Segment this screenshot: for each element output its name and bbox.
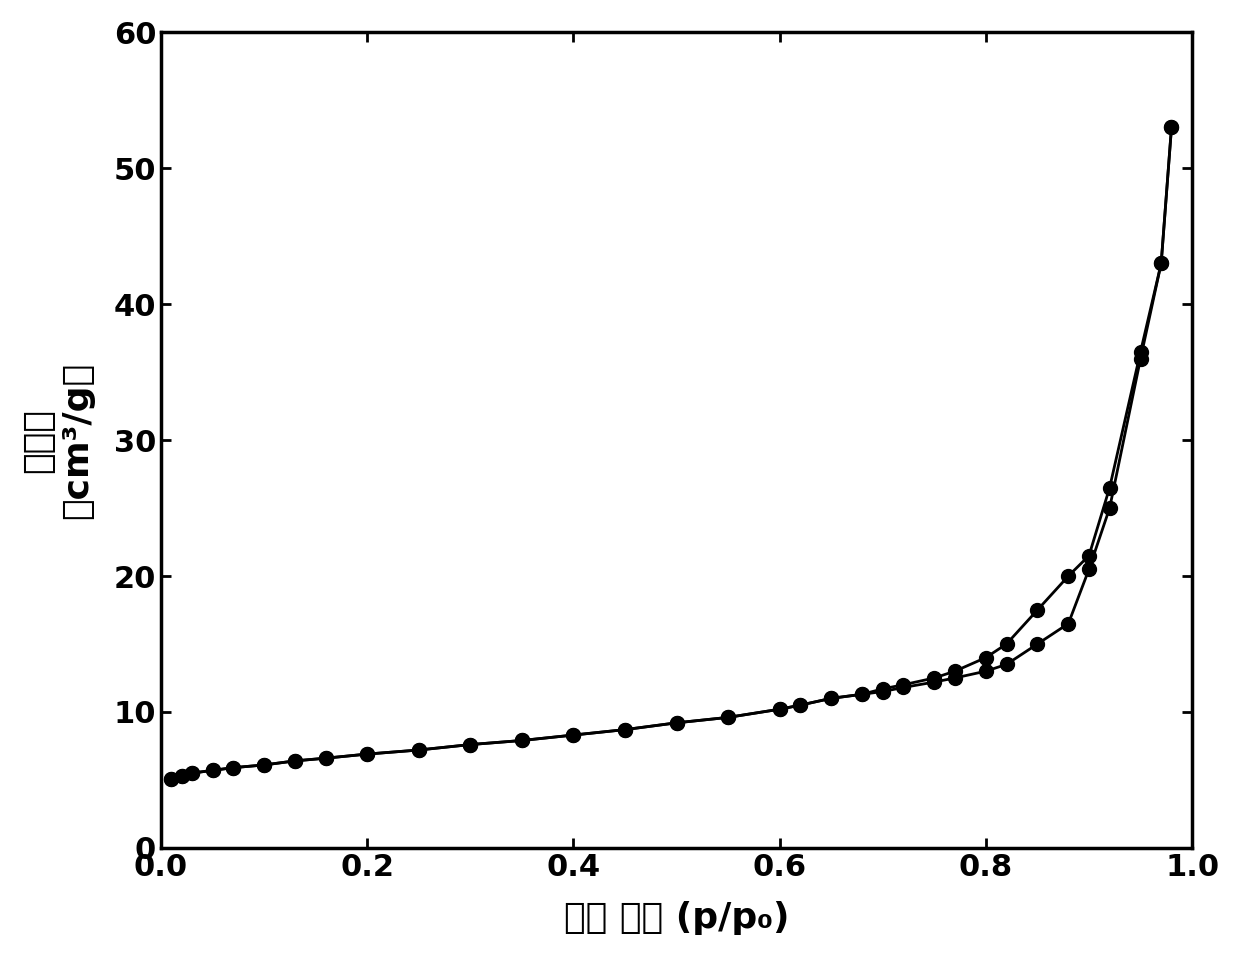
Y-axis label: 总容量
（cm³/g）: 总容量 （cm³/g）: [21, 361, 94, 519]
X-axis label: 相对 压力 (p/p₀): 相对 压力 (p/p₀): [564, 902, 790, 935]
